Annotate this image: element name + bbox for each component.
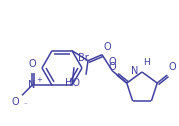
Text: N: N [28,80,36,90]
Text: O: O [28,59,36,69]
Text: N: N [131,66,138,76]
Text: Br: Br [78,53,89,63]
Text: O: O [108,62,116,72]
Text: HO: HO [65,78,80,88]
Text: O: O [168,62,176,72]
Text: ⁻: ⁻ [24,102,28,108]
Text: H: H [143,58,150,67]
Text: +: + [36,77,42,83]
Text: O: O [11,97,19,107]
Text: O: O [109,57,116,67]
Text: O: O [103,42,111,52]
